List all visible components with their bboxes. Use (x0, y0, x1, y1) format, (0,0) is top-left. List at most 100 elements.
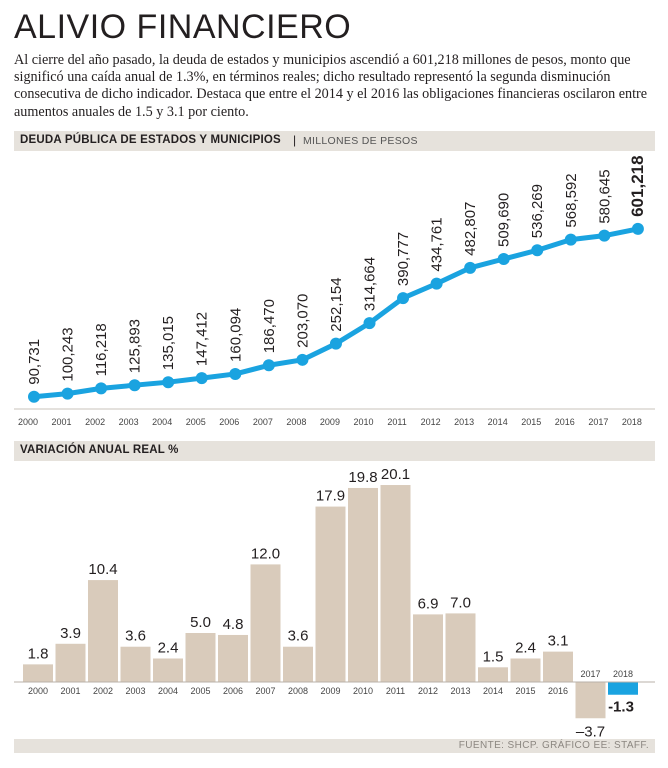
data-label-2012: 434,761 (429, 217, 446, 271)
data-label-2002: 116,218 (93, 323, 110, 376)
bar-tick-2011: 2011 (386, 686, 405, 696)
bar-label-2012: 6.9 (418, 595, 439, 612)
data-point-2012 (430, 277, 443, 290)
data-point-2017 (598, 229, 611, 242)
bar-label-2015: 2.4 (515, 639, 536, 656)
bar-label-2016: 3.1 (548, 633, 569, 650)
bar-tick-2009: 2009 (320, 686, 340, 696)
bar-2018 (608, 682, 638, 695)
bar-2017 (575, 682, 606, 719)
data-label-2018: 601,218 (628, 155, 647, 216)
data-point-2008 (296, 353, 309, 366)
bar-label-2000: 1.8 (28, 645, 49, 662)
data-point-2011 (397, 292, 410, 305)
bar-tick-2006: 2006 (223, 686, 243, 696)
data-label-2000: 90,731 (26, 339, 43, 385)
bar-label-2009: 17.9 (316, 488, 345, 505)
bar-2014 (478, 667, 508, 682)
data-point-2013 (464, 261, 477, 274)
section-header-debt: DEUDA PÚBLICA DE ESTADOS Y MUNICIPIOS | … (14, 131, 655, 151)
bar-label-2010: 19.8 (348, 469, 377, 486)
bar-label-2013: 7.0 (450, 594, 471, 611)
bar-2016 (543, 651, 573, 682)
x-tick-2016: 2016 (555, 417, 575, 427)
bar-label-2011: 20.1 (381, 466, 410, 483)
data-point-2016 (564, 233, 577, 246)
x-tick-2000: 2000 (18, 417, 38, 427)
source-note: FUENTE: SHCP. GRÁFICO EE: STAFF. (458, 740, 649, 751)
bar-2010 (348, 487, 378, 682)
bar-2000 (23, 664, 53, 682)
bar-tick-2013: 2013 (450, 686, 470, 696)
data-label-2017: 580,645 (596, 169, 613, 223)
bar-tick-2010: 2010 (353, 686, 373, 696)
bar-2006 (218, 634, 248, 682)
bar-tick-2002: 2002 (93, 686, 113, 696)
x-tick-2017: 2017 (588, 417, 608, 427)
bar-label-2018: -1.3 (608, 699, 634, 716)
x-tick-2007: 2007 (253, 417, 273, 427)
page-title: ALIVIO FINANCIERO (14, 8, 352, 46)
data-label-2003: 125,893 (127, 319, 144, 373)
variation-bar-chart: 1.8 2000 3.9 2001 10.4 2002 3.6 2003 2.4 2004 5.0 2… (14, 466, 655, 740)
data-point-2014 (497, 252, 510, 265)
bar-tick-2018: 2018 (613, 669, 633, 679)
footer-band: FUENTE: SHCP. GRÁFICO EE: STAFF. (14, 739, 655, 753)
data-point-2009 (329, 337, 342, 350)
bar-label-2017: –3.7 (576, 723, 605, 740)
data-label-2001: 100,243 (60, 327, 77, 381)
data-label-2013: 482,807 (462, 202, 479, 256)
x-tick-2018: 2018 (622, 417, 642, 427)
data-label-2008: 203,070 (294, 294, 311, 348)
bar-tick-2007: 2007 (255, 686, 275, 696)
intro-paragraph: Al cierre del año pasado, la deuda de es… (14, 52, 648, 120)
data-point-2001 (61, 387, 74, 400)
bar-2004 (153, 658, 183, 682)
bar-2012 (413, 614, 443, 682)
bar-label-2008: 3.6 (288, 628, 309, 645)
x-tick-2002: 2002 (85, 417, 105, 427)
section-separator: | (293, 133, 297, 147)
data-point-2005 (195, 372, 208, 385)
data-label-2009: 252,154 (328, 277, 345, 331)
x-tick-2005: 2005 (186, 417, 206, 427)
bar-tick-2014: 2014 (483, 686, 503, 696)
section-header-variation: VARIACIÓN ANUAL REAL % (14, 441, 655, 461)
bar-2008 (283, 646, 313, 682)
x-tick-2004: 2004 (152, 417, 172, 427)
section-title-variation: VARIACIÓN ANUAL REAL % (20, 444, 179, 456)
bar-2003 (120, 646, 151, 682)
bar-label-2002: 10.4 (88, 561, 117, 578)
bar-2009 (315, 506, 346, 682)
bar-tick-2000: 2000 (28, 686, 48, 696)
bar-tick-2001: 2001 (60, 686, 80, 696)
bar-2013 (445, 613, 476, 682)
bar-tick-2016: 2016 (548, 686, 568, 696)
data-point-2010 (363, 317, 376, 330)
x-tick-2013: 2013 (454, 417, 474, 427)
bar-2011 (380, 485, 411, 682)
data-point-2015 (531, 244, 544, 257)
bar-label-2003: 3.6 (125, 628, 146, 645)
debt-line-chart: 90,731 2000 100,243 2001 116,218 2002 125,893 2… (14, 155, 655, 427)
x-tick-2015: 2015 (521, 417, 541, 427)
bar-tick-2017: 2017 (580, 669, 600, 679)
data-label-2011: 390,777 (395, 232, 412, 286)
data-label-2010: 314,664 (362, 257, 379, 311)
data-point-2003 (128, 379, 141, 392)
bar-2015 (510, 658, 541, 682)
data-point-2007 (262, 359, 275, 372)
bar-2001 (55, 643, 86, 682)
data-label-2006: 160,094 (227, 308, 244, 362)
bar-tick-2005: 2005 (190, 686, 210, 696)
x-tick-2010: 2010 (353, 417, 373, 427)
data-label-2004: 135,015 (160, 316, 177, 370)
x-tick-2006: 2006 (219, 417, 239, 427)
bar-tick-2004: 2004 (158, 686, 178, 696)
section-unit-debt: MILLONES DE PESOS (303, 135, 418, 147)
bar-tick-2012: 2012 (418, 686, 438, 696)
data-point-2004 (162, 376, 175, 389)
bar-2005 (185, 633, 216, 682)
data-label-2014: 509,690 (496, 193, 513, 247)
x-tick-2008: 2008 (286, 417, 306, 427)
